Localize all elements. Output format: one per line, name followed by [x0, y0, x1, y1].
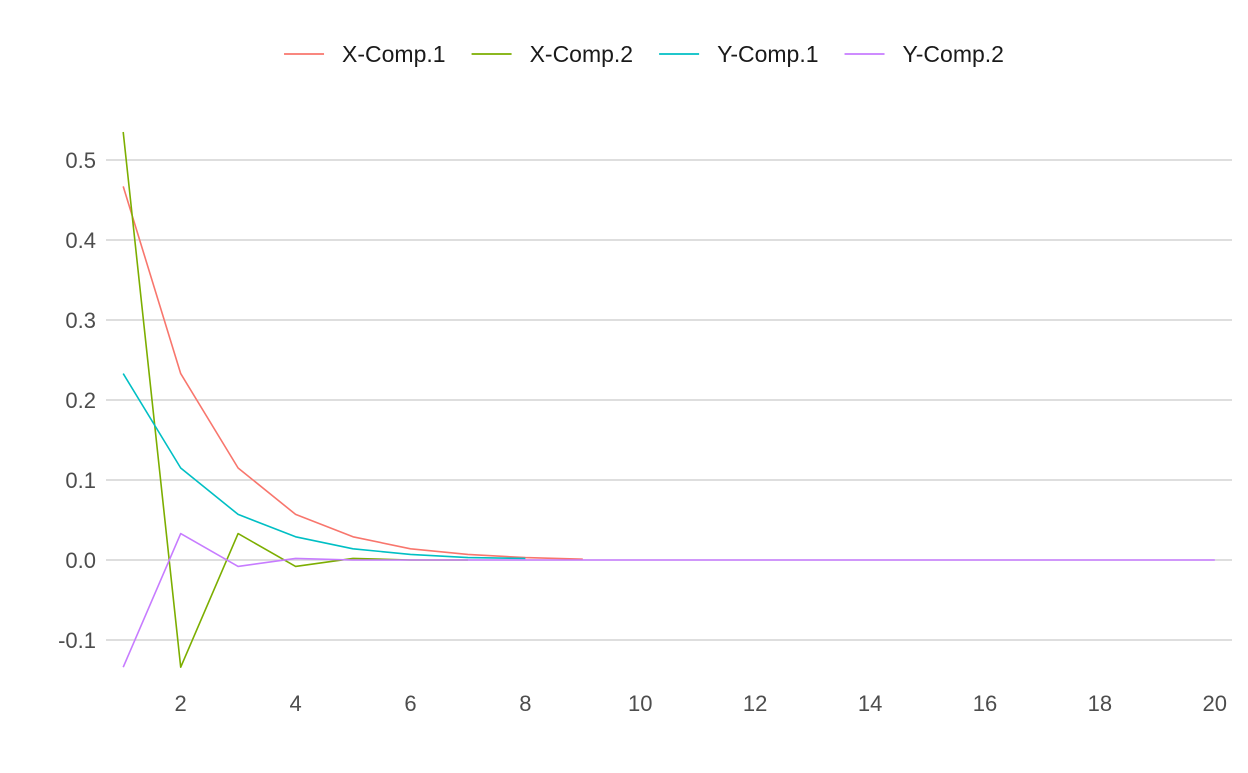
y-tick-label: 0.0 — [65, 548, 96, 573]
x-tick-label: 10 — [628, 691, 652, 716]
x-tick-label: 8 — [519, 691, 531, 716]
series-line-x-comp-1 — [122, 186, 583, 560]
x-tick-label: 4 — [289, 691, 301, 716]
x-axis: 2 4 6 8 10 12 14 16 18 20 — [175, 691, 1227, 716]
legend-label: X-Comp.1 — [342, 41, 446, 67]
x-tick-label: 16 — [973, 691, 997, 716]
legend-label: Y-Comp.1 — [717, 41, 818, 67]
legend-label: X-Comp.2 — [530, 41, 634, 67]
legend-label: Y-Comp.2 — [903, 41, 1004, 67]
x-tick-label: 6 — [404, 691, 416, 716]
gridlines — [106, 159, 1232, 641]
series-lines — [122, 131, 1215, 669]
legend-item-x-comp-1: X-Comp.1 — [284, 41, 446, 67]
y-tick-label: -0.1 — [58, 628, 96, 653]
x-tick-label: 14 — [858, 691, 882, 716]
y-axis: -0.1 0.0 0.1 0.2 0.3 0.4 0.5 — [58, 148, 96, 653]
y-tick-label: 0.3 — [65, 308, 96, 333]
y-tick-label: 0.1 — [65, 468, 96, 493]
legend-item-y-comp-2: Y-Comp.2 — [844, 41, 1004, 67]
legend-item-y-comp-1: Y-Comp.1 — [659, 41, 819, 67]
x-tick-label: 2 — [175, 691, 187, 716]
y-tick-label: 0.5 — [65, 148, 96, 173]
x-tick-label: 18 — [1088, 691, 1112, 716]
x-tick-label: 12 — [743, 691, 767, 716]
y-tick-label: 0.4 — [65, 228, 96, 253]
y-tick-label: 0.2 — [65, 388, 96, 413]
series-line-y-comp-2 — [122, 532, 1215, 668]
x-tick-label: 20 — [1203, 691, 1227, 716]
series-line-y-comp-1 — [122, 373, 526, 560]
legend-item-x-comp-2: X-Comp.2 — [471, 41, 634, 67]
legend: X-Comp.1 X-Comp.2 Y-Comp.1 Y-Comp.2 — [284, 41, 1004, 67]
